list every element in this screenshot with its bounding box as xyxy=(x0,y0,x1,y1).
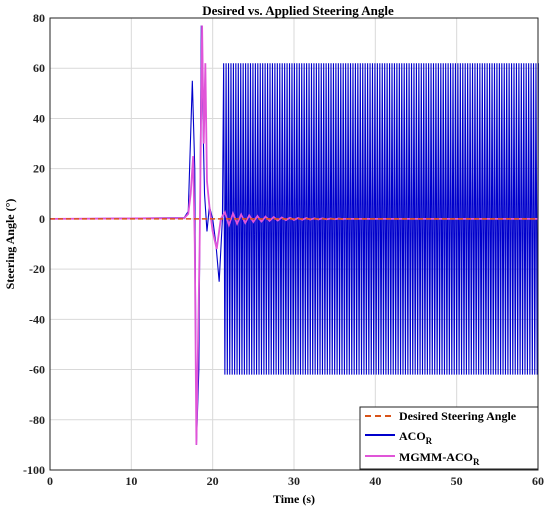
x-tick-label: 0 xyxy=(47,474,53,488)
y-tick-label: -100 xyxy=(23,463,45,477)
legend-entry-aco-main: ACO xyxy=(399,429,426,443)
legend-entry-desired: Desired Steering Angle xyxy=(399,409,517,423)
plot-frame xyxy=(49,17,539,471)
legend-entry-aco-sub: R xyxy=(426,436,433,446)
y-tick-label: -60 xyxy=(29,363,45,377)
y-tick-label: 60 xyxy=(33,61,45,75)
x-axis-label: Time (s) xyxy=(273,492,315,506)
x-tick-label: 20 xyxy=(207,474,219,488)
y-axis-label: Steering Angle (°) xyxy=(3,199,17,290)
y-tick-label: 20 xyxy=(33,162,45,176)
legend-entry-mgmm: MGMM-ACOR xyxy=(399,450,480,467)
y-tick-label: 40 xyxy=(33,111,45,125)
series-line-mgmm xyxy=(49,25,538,445)
legend-entry-mgmm-main: MGMM-ACO xyxy=(399,450,473,464)
legend-entry-mgmm-sub: R xyxy=(473,457,480,467)
x-tick-label: 10 xyxy=(125,474,137,488)
x-tick-label: 30 xyxy=(288,474,300,488)
x-tick-label: 60 xyxy=(532,474,544,488)
x-tick-label: 40 xyxy=(369,474,381,488)
series-lines xyxy=(49,25,539,445)
y-tick-label: 0 xyxy=(39,212,45,226)
y-tick-label: -20 xyxy=(29,262,45,276)
y-tick-label: -80 xyxy=(29,413,45,427)
y-tick-label: 80 xyxy=(33,11,45,25)
legend-box xyxy=(359,406,539,470)
tick-labels: 0 10 20 30 40 50 60 -100 -80 -60 -40 -20 0 20 40 60 80 xyxy=(23,11,544,488)
x-tick-label: 50 xyxy=(451,474,463,488)
chart-title: Desired vs. Applied Steering Angle xyxy=(202,3,394,18)
legend-entry-aco: ACOR xyxy=(399,429,433,446)
legend: Desired Steering Angle ACOR MGMM-ACOR xyxy=(359,406,539,470)
y-tick-label: -40 xyxy=(29,312,45,326)
